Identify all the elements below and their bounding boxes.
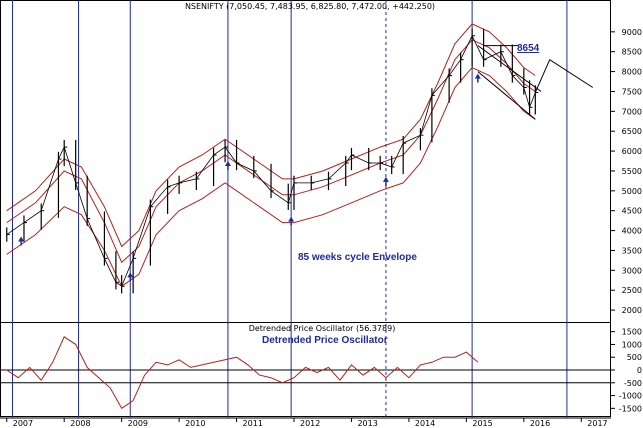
y-tick-label: 7500 <box>622 87 642 96</box>
cycle-low-arrow <box>382 176 389 182</box>
x-tick-label: 2017 <box>587 419 607 428</box>
y-tick-label: 7000 <box>622 107 642 116</box>
x-tick-label: 2007 <box>13 419 33 428</box>
y-tick-label: 4500 <box>622 207 642 216</box>
envelope-center-line <box>6 39 536 264</box>
x-tick-label: 2012 <box>300 419 320 428</box>
y-tick-label: 3500 <box>622 246 642 255</box>
osc-y-tick-label: 1000 <box>622 340 642 349</box>
oscillator-title: Detrended Price Oscillator (56.3789) <box>249 324 396 333</box>
osc-y-tick-label: -1500 <box>619 404 642 413</box>
x-tick-label: 2014 <box>415 419 435 428</box>
cycle-low-arrow <box>18 236 25 242</box>
cycle-low-arrow <box>224 161 231 167</box>
envelope-upper-line <box>6 23 536 248</box>
chart-title: NSENIFTY (7,050.45, 7,483.95, 6,825.80, … <box>185 2 435 11</box>
osc-y-tick-label: 500 <box>627 353 642 362</box>
x-tick-label: 2008 <box>70 419 90 428</box>
y-tick-label: 6500 <box>622 127 642 136</box>
trend-line <box>534 58 594 93</box>
cycle-low-arrow <box>474 73 481 79</box>
y-tick-label: 9000 <box>622 28 642 37</box>
y-tick-label: 2000 <box>622 306 642 315</box>
y-tick-label: 2500 <box>622 286 642 295</box>
y-tick-label: 8500 <box>622 48 642 57</box>
y-tick-label: 5500 <box>622 167 642 176</box>
osc-y-tick-label: 0 <box>637 366 642 375</box>
x-tick-label: 2010 <box>185 419 205 428</box>
cycle-low-arrow <box>288 216 295 222</box>
osc-y-tick-label: -1000 <box>619 392 642 401</box>
oscillator-annotation: Detrended Price Oscillator <box>262 335 388 346</box>
envelope-lower-line <box>6 66 536 287</box>
osc-y-tick-label: -500 <box>624 379 642 388</box>
x-tick-label: 2011 <box>243 419 263 428</box>
trend-line <box>477 45 542 92</box>
y-tick-label: 5000 <box>622 187 642 196</box>
y-tick-label: 3000 <box>622 266 642 275</box>
envelope-annotation: 85 weeks cycle Envelope <box>298 252 417 263</box>
y-tick-label: 6000 <box>622 147 642 156</box>
y-tick-label: 8000 <box>622 68 642 77</box>
dpo-line <box>6 336 479 410</box>
cycle-low-arrow <box>127 272 134 278</box>
level-annotation: 8654 <box>517 43 540 54</box>
price-close-path <box>6 34 536 287</box>
x-tick-label: 2009 <box>128 419 148 428</box>
x-tick-label: 2013 <box>357 419 377 428</box>
price-panel <box>0 0 611 323</box>
trend-line <box>477 71 536 120</box>
osc-y-tick-label: 1500 <box>622 328 642 337</box>
y-tick-label: 4000 <box>622 227 642 236</box>
x-tick-label: 2016 <box>530 419 550 428</box>
x-tick-label: 2015 <box>472 419 492 428</box>
